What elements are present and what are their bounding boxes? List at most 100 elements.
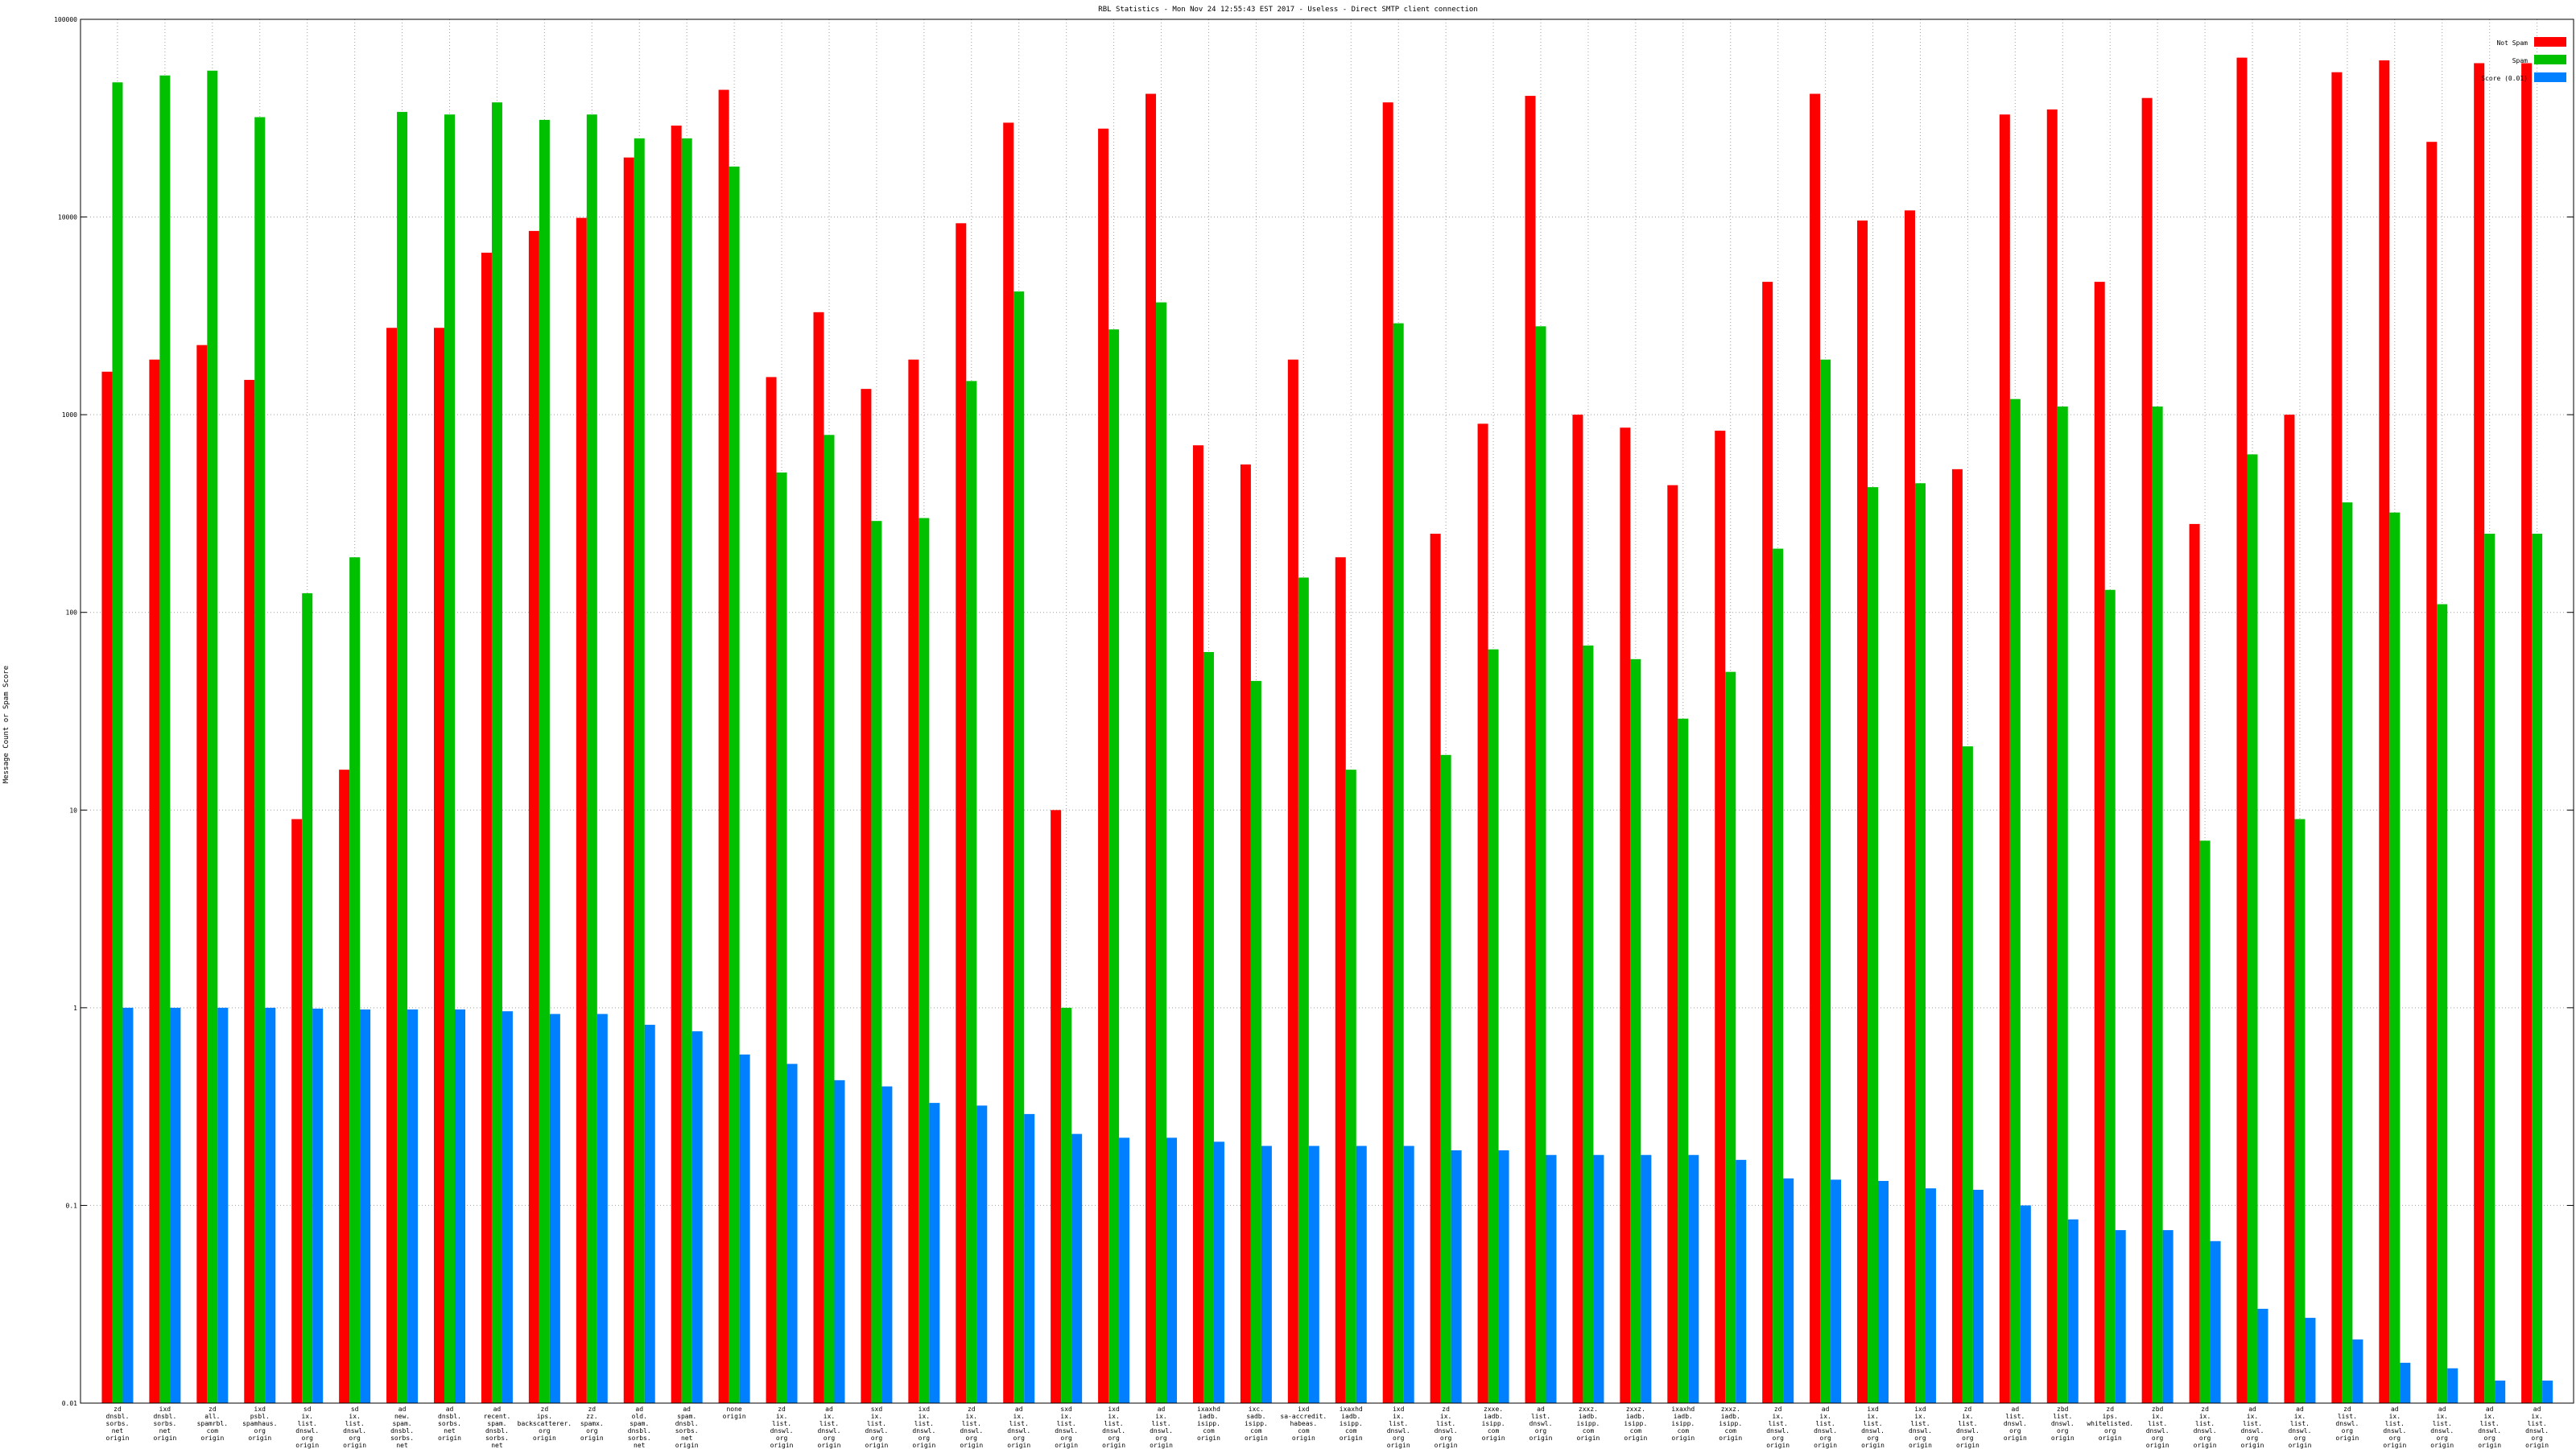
x-category-label-line: org: [1440, 1435, 1452, 1442]
x-category-label-line: zd: [1442, 1406, 1450, 1413]
bar-score-0-01-: [1688, 1154, 1699, 1403]
x-category-label-line: list.: [1436, 1420, 1455, 1427]
x-category-label-line: ad: [398, 1406, 407, 1413]
bar-not-spam: [481, 252, 492, 1404]
x-category-label-line: ix.: [1914, 1413, 1926, 1420]
x-category-label-line: dnswl.: [770, 1427, 794, 1435]
bar-not-spam: [101, 371, 113, 1404]
x-category-label-line: com: [1345, 1427, 1357, 1435]
x-category-label-line: list.: [1910, 1420, 1930, 1427]
x-category-label-line: list.: [1057, 1420, 1076, 1427]
bar-score-0-01-: [1498, 1150, 1509, 1403]
x-category-label-line: ix.: [1772, 1413, 1783, 1420]
bar-spam: [776, 472, 787, 1403]
x-category-label-line: ix.: [871, 1413, 882, 1420]
x-category-label: ixaxhd iadb. isipp. com origin: [1671, 1406, 1695, 1442]
x-category-label: ad ix. list. dnswl. org origin: [2241, 1406, 2264, 1449]
x-category-label-line: ix.: [2294, 1413, 2306, 1420]
x-category-label-line: dnswl.: [1766, 1427, 1790, 1435]
y-tick-labels: 0.01 0.1 1 10 100 1000 10000 100000: [54, 16, 77, 1407]
x-category-label-line: zxxz.: [1579, 1406, 1598, 1413]
bar-score-0-01-: [1925, 1188, 1936, 1403]
x-category-label-line: isipp.: [1671, 1420, 1695, 1427]
x-category-label-line: dnswl.: [1956, 1427, 1979, 1435]
x-category-label-line: origin: [248, 1435, 271, 1442]
x-category-label: zd ix. list. dnswl. org origin: [960, 1406, 983, 1449]
bar-spam: [729, 166, 740, 1403]
x-category-label-line: origin: [1197, 1435, 1220, 1442]
bar-spam: [1488, 649, 1499, 1403]
x-category-label-line: origin: [1576, 1435, 1600, 1442]
x-category-label-line: sorbs.: [485, 1435, 509, 1442]
x-category-label-line: iadb.: [1579, 1413, 1598, 1420]
bar-not-spam: [1003, 122, 1014, 1404]
x-category-label: ad ix. list. dnswl. org origin: [2478, 1406, 2501, 1449]
x-category-label-line: origin: [770, 1442, 794, 1449]
x-category-label-line: origin: [1340, 1435, 1363, 1442]
x-category-label-line: org: [1155, 1435, 1167, 1442]
x-category-label-line: ad: [2012, 1406, 2020, 1413]
x-category-label-line: origin: [2288, 1442, 2311, 1449]
x-category-label-line: zd: [2343, 1406, 2351, 1413]
bar-not-spam: [1715, 431, 1726, 1404]
x-category-label-line: origin: [1292, 1435, 1315, 1442]
x-category-label-line: ixaxhd: [1671, 1406, 1695, 1413]
x-category-label-line: ix.: [2152, 1413, 2163, 1420]
bar-not-spam: [2331, 72, 2343, 1404]
bar-score-0-01-: [1783, 1178, 1794, 1403]
x-category-label-line: dnswl.: [960, 1427, 983, 1435]
x-category-label-line: org: [2199, 1435, 2211, 1442]
x-category-label: zd ips. backscatterer. org origin: [518, 1406, 572, 1442]
bar-not-spam: [1572, 415, 1583, 1404]
x-category-label: ad ix. list. dnswl. org origin: [1814, 1406, 1837, 1449]
x-category-label-line: spamhaus.: [242, 1420, 277, 1427]
y-tick-label: 100000: [54, 16, 77, 23]
bar-not-spam: [434, 328, 445, 1403]
x-category-label: zd ips. whitelisted. org origin: [2087, 1406, 2133, 1442]
x-category-label-line: org: [1962, 1435, 1974, 1442]
x-category-label-line: spamx.: [580, 1420, 604, 1427]
x-category-label-line: sxd: [1060, 1406, 1072, 1413]
bar-not-spam: [2284, 415, 2295, 1404]
x-category-label-line: origin: [2194, 1442, 2217, 1449]
x-category-label-line: com: [1678, 1427, 1690, 1435]
x-category-label: ixd dnsbl. sorbs. net origin: [153, 1406, 176, 1442]
bar-spam: [349, 557, 361, 1403]
x-category-label-line: origin: [1530, 1435, 1553, 1442]
x-category-label-line: com: [1250, 1427, 1262, 1435]
x-category-label-line: list.: [298, 1420, 317, 1427]
x-category-label-line: zd: [1774, 1406, 1782, 1413]
x-category-label-line: list.: [2433, 1420, 2452, 1427]
x-category-label-line: origin: [2383, 1442, 2406, 1449]
bar-spam: [681, 138, 692, 1403]
bar-score-0-01-: [549, 1013, 560, 1403]
bar-score-0-01-: [2447, 1368, 2458, 1403]
y-tick-label: 1000: [62, 411, 77, 419]
bar-score-0-01-: [2400, 1362, 2411, 1403]
x-category-label-line: org: [776, 1435, 788, 1442]
x-category-label-line: origin: [1245, 1435, 1268, 1442]
x-category-label-line: org: [1819, 1435, 1831, 1442]
x-category-label-line: dnswl.: [1102, 1427, 1125, 1435]
bar-score-0-01-: [691, 1031, 703, 1403]
x-category-label-line: net: [112, 1427, 124, 1435]
bar-score-0-01-: [265, 1007, 276, 1403]
bar-spam: [2199, 840, 2211, 1403]
bar-not-spam: [2189, 523, 2200, 1403]
bar-spam: [1156, 302, 1167, 1403]
bar-not-spam: [1098, 128, 1109, 1403]
x-category-label-line: ix.: [776, 1413, 787, 1420]
bar-not-spam: [2474, 63, 2485, 1403]
bar-score-0-01-: [929, 1103, 940, 1403]
legend-swatch: [2534, 72, 2566, 82]
x-category-label-line: list.: [772, 1420, 791, 1427]
x-category-label-line: origin: [200, 1435, 224, 1442]
x-category-label-line: dnsbl.: [438, 1413, 461, 1420]
x-category-label-line: net: [396, 1442, 408, 1449]
x-category-label-line: org: [1535, 1427, 1547, 1435]
x-category-label-line: dnswl.: [1435, 1427, 1458, 1435]
bar-not-spam: [1857, 220, 1868, 1404]
x-category-label-line: dnswl.: [1387, 1427, 1410, 1435]
